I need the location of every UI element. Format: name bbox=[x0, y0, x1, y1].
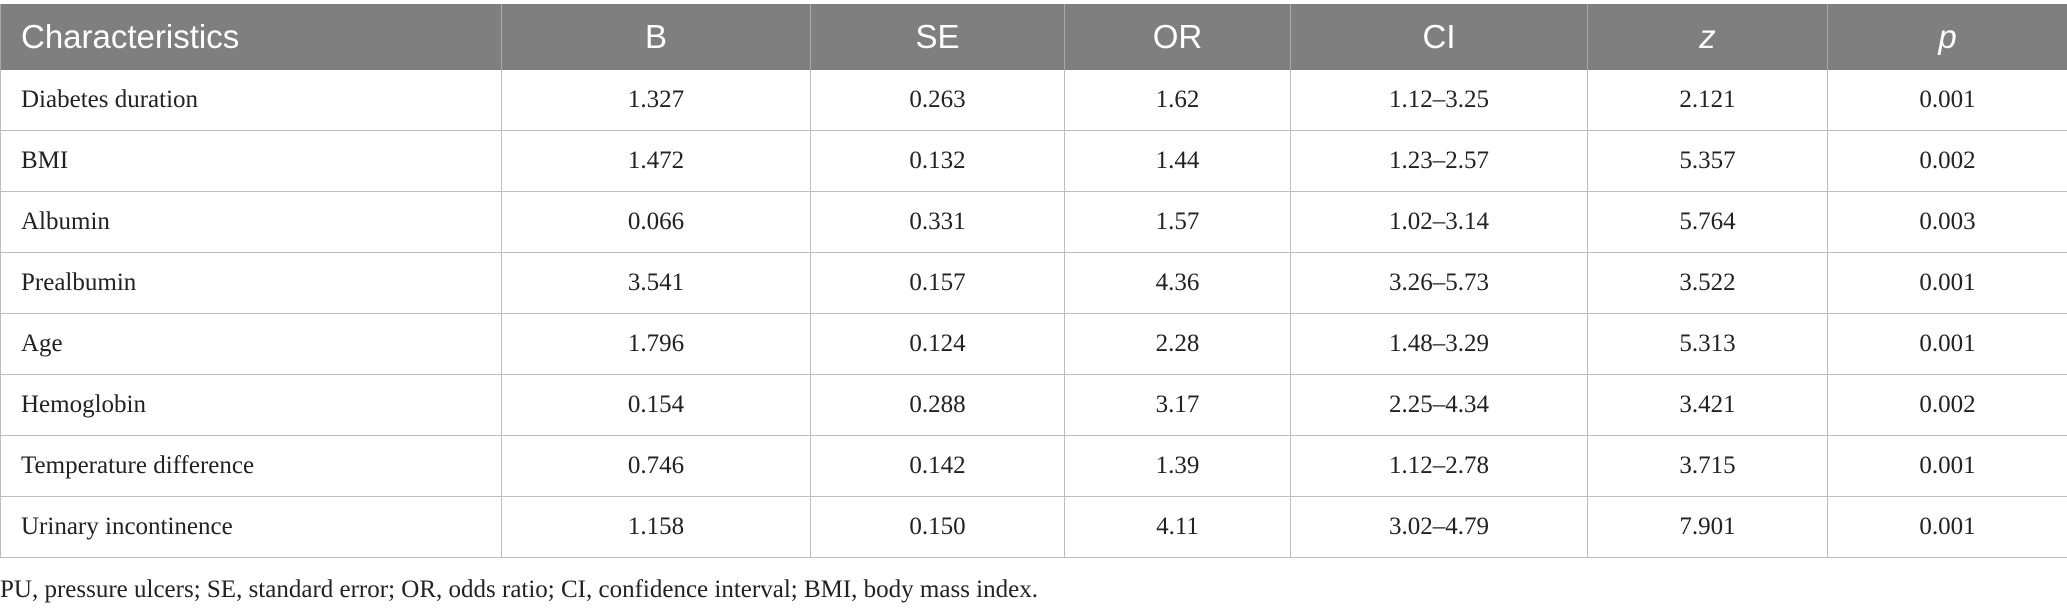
header-row: Characteristics B SE OR CI z p bbox=[0, 4, 2067, 70]
cell-se: 0.150 bbox=[810, 496, 1065, 558]
cell-p: 0.001 bbox=[1827, 435, 2067, 497]
cell-z: 5.357 bbox=[1587, 130, 1828, 192]
cell-ci: 3.02–4.79 bbox=[1290, 496, 1588, 558]
cell-se: 0.124 bbox=[810, 313, 1065, 375]
cell-characteristic: Urinary incontinence bbox=[0, 496, 502, 558]
cell-b: 1.472 bbox=[501, 130, 811, 192]
header-b: B bbox=[501, 4, 811, 70]
cell-or: 1.39 bbox=[1064, 435, 1291, 497]
table-body: Diabetes duration 1.327 0.263 1.62 1.12–… bbox=[0, 70, 2067, 558]
cell-p: 0.001 bbox=[1827, 252, 2067, 314]
cell-se: 0.263 bbox=[810, 70, 1065, 131]
cell-p: 0.001 bbox=[1827, 313, 2067, 375]
cell-ci: 3.26–5.73 bbox=[1290, 252, 1588, 314]
cell-z: 3.522 bbox=[1587, 252, 1828, 314]
cell-se: 0.132 bbox=[810, 130, 1065, 192]
cell-characteristic: BMI bbox=[0, 130, 502, 192]
table-row: Temperature difference 0.746 0.142 1.39 … bbox=[0, 435, 2067, 497]
header-or: OR bbox=[1064, 4, 1291, 70]
table-row: Urinary incontinence 1.158 0.150 4.11 3.… bbox=[0, 496, 2067, 558]
cell-ci: 1.48–3.29 bbox=[1290, 313, 1588, 375]
table-row: Age 1.796 0.124 2.28 1.48–3.29 5.313 0.0… bbox=[0, 313, 2067, 375]
header-characteristics: Characteristics bbox=[0, 4, 502, 70]
table-header: Characteristics B SE OR CI z p bbox=[0, 4, 2067, 70]
cell-z: 2.121 bbox=[1587, 70, 1828, 131]
cell-b: 1.796 bbox=[501, 313, 811, 375]
cell-se: 0.288 bbox=[810, 374, 1065, 436]
cell-p: 0.001 bbox=[1827, 496, 2067, 558]
cell-p: 0.003 bbox=[1827, 191, 2067, 253]
cell-characteristic: Albumin bbox=[0, 191, 502, 253]
cell-ci: 1.23–2.57 bbox=[1290, 130, 1588, 192]
cell-b: 1.158 bbox=[501, 496, 811, 558]
cell-b: 3.541 bbox=[501, 252, 811, 314]
cell-b: 0.154 bbox=[501, 374, 811, 436]
header-z: z bbox=[1587, 4, 1828, 70]
cell-b: 0.746 bbox=[501, 435, 811, 497]
cell-se: 0.331 bbox=[810, 191, 1065, 253]
cell-or: 4.11 bbox=[1064, 496, 1291, 558]
cell-characteristic: Temperature difference bbox=[0, 435, 502, 497]
table-footnote: PU, pressure ulcers; SE, standard error;… bbox=[0, 576, 1038, 603]
cell-or: 2.28 bbox=[1064, 313, 1291, 375]
cell-or: 1.44 bbox=[1064, 130, 1291, 192]
cell-z: 3.421 bbox=[1587, 374, 1828, 436]
cell-z: 5.764 bbox=[1587, 191, 1828, 253]
table-row: Prealbumin 3.541 0.157 4.36 3.26–5.73 3.… bbox=[0, 252, 2067, 314]
cell-or: 3.17 bbox=[1064, 374, 1291, 436]
cell-z: 7.901 bbox=[1587, 496, 1828, 558]
header-se: SE bbox=[810, 4, 1065, 70]
cell-characteristic: Diabetes duration bbox=[0, 70, 502, 131]
cell-se: 0.142 bbox=[810, 435, 1065, 497]
cell-z: 3.715 bbox=[1587, 435, 1828, 497]
cell-characteristic: Age bbox=[0, 313, 502, 375]
table-row: Hemoglobin 0.154 0.288 3.17 2.25–4.34 3.… bbox=[0, 374, 2067, 436]
table-row: BMI 1.472 0.132 1.44 1.23–2.57 5.357 0.0… bbox=[0, 130, 2067, 192]
header-p: p bbox=[1827, 4, 2067, 70]
cell-p: 0.001 bbox=[1827, 70, 2067, 131]
cell-z: 5.313 bbox=[1587, 313, 1828, 375]
header-ci: CI bbox=[1290, 4, 1588, 70]
regression-table: Characteristics B SE OR CI z p Diabetes … bbox=[0, 4, 2067, 558]
cell-characteristic: Hemoglobin bbox=[0, 374, 502, 436]
cell-p: 0.002 bbox=[1827, 374, 2067, 436]
table-row: Albumin 0.066 0.331 1.57 1.02–3.14 5.764… bbox=[0, 191, 2067, 253]
cell-p: 0.002 bbox=[1827, 130, 2067, 192]
cell-ci: 1.12–3.25 bbox=[1290, 70, 1588, 131]
cell-ci: 2.25–4.34 bbox=[1290, 374, 1588, 436]
cell-characteristic: Prealbumin bbox=[0, 252, 502, 314]
cell-b: 0.066 bbox=[501, 191, 811, 253]
cell-ci: 1.12–2.78 bbox=[1290, 435, 1588, 497]
table-row: Diabetes duration 1.327 0.263 1.62 1.12–… bbox=[0, 70, 2067, 131]
cell-b: 1.327 bbox=[501, 70, 811, 131]
cell-or: 1.62 bbox=[1064, 70, 1291, 131]
cell-se: 0.157 bbox=[810, 252, 1065, 314]
cell-or: 1.57 bbox=[1064, 191, 1291, 253]
cell-or: 4.36 bbox=[1064, 252, 1291, 314]
cell-ci: 1.02–3.14 bbox=[1290, 191, 1588, 253]
regression-table-container: Characteristics B SE OR CI z p Diabetes … bbox=[0, 4, 2067, 558]
